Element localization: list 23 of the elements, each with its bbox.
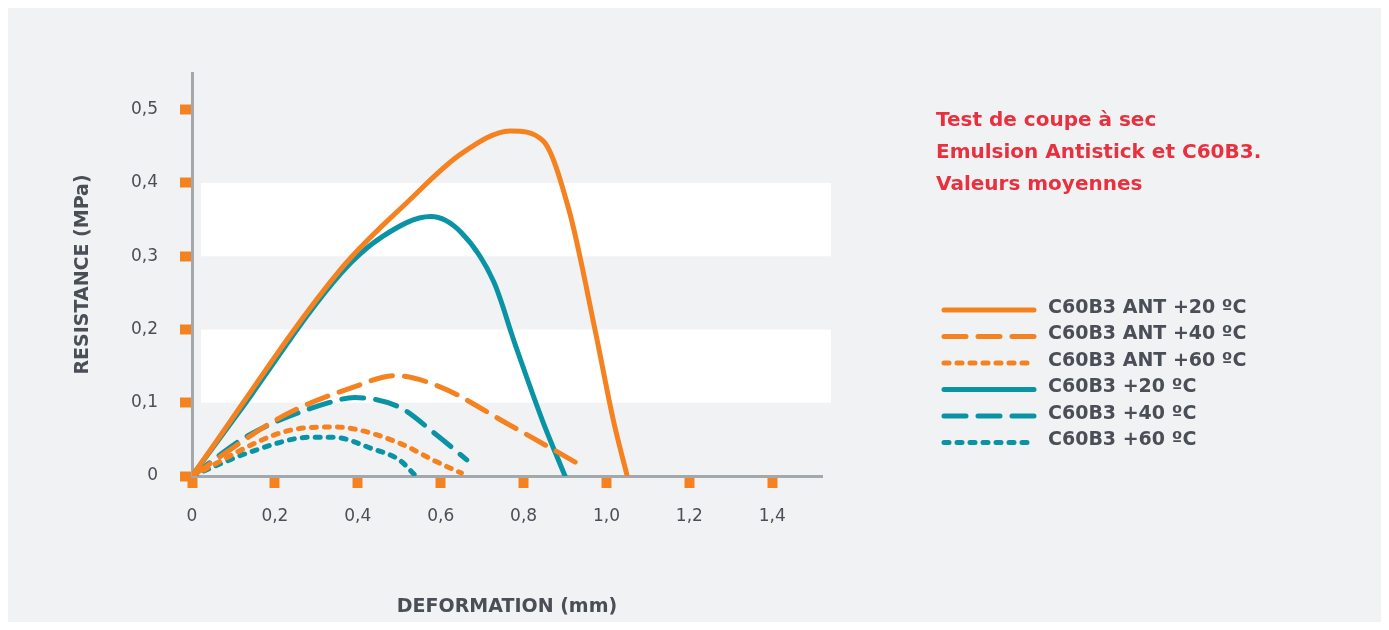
legend-label: C60B3 +40 ºC xyxy=(1048,400,1197,423)
x-tick-label: 0,2 xyxy=(261,504,289,525)
x-tick-label: 0,4 xyxy=(344,504,372,525)
legend-label: C60B3 +20 ºC xyxy=(1048,374,1197,397)
x-tick-label: 0,8 xyxy=(510,504,538,525)
y-tick-label: 0,5 xyxy=(130,98,158,119)
y-tick-label: 0,3 xyxy=(130,244,158,265)
legend-label: C60B3 ANT +60 ºC xyxy=(1048,347,1247,370)
y-axis-title: RESISTANCE (MPa) xyxy=(70,174,93,375)
y-tick-label: 0,1 xyxy=(130,391,158,412)
y-tick-label: 0,2 xyxy=(130,317,158,338)
legend-label: C60B3 +60 ºC xyxy=(1048,427,1197,450)
x-tick-label: 0,6 xyxy=(427,504,455,525)
x-tick-label: 1,0 xyxy=(592,504,620,525)
x-axis-title: DEFORMATION (mm) xyxy=(396,593,618,616)
legend-label: C60B3 ANT +40 ºC xyxy=(1048,321,1247,344)
legend-label: C60B3 ANT +20 ºC xyxy=(1048,294,1247,317)
x-tick-label: 1,4 xyxy=(758,504,786,525)
y-tick-label: 0 xyxy=(147,464,158,485)
x-tick-label: 1,2 xyxy=(675,504,703,525)
y-tick-label: 0,4 xyxy=(130,171,158,192)
text: Test de coupe à sec Emulsion Antistick et C60B3. Valeurs moyennes xyxy=(936,107,1262,195)
x-tick-label: 0 xyxy=(186,504,198,525)
